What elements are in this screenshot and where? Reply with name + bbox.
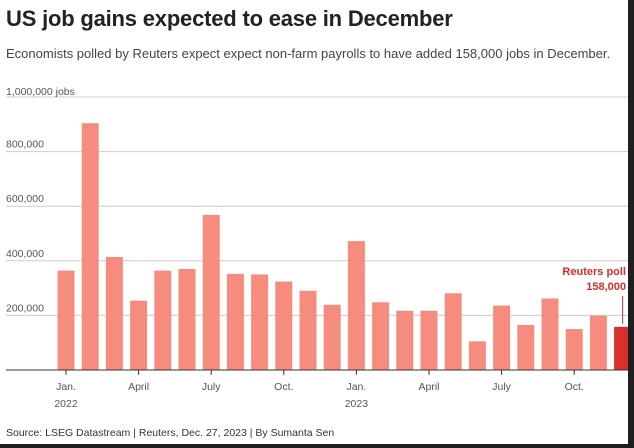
bar: [275, 281, 293, 370]
bar: [347, 241, 365, 370]
y-tick-label: 800,000: [6, 139, 44, 151]
chart-subtitle: Economists polled by Reuters expect expe…: [6, 46, 611, 61]
bar: [202, 214, 220, 370]
x-tick-label: April: [128, 381, 149, 393]
bar: [226, 273, 244, 370]
bar: [154, 270, 172, 370]
x-tick-label: Oct.: [565, 381, 584, 393]
bar: [178, 268, 196, 370]
annotation-title: Reuters poll: [562, 266, 626, 278]
bar: [565, 329, 583, 370]
y-axis-label: 1,000,000 jobs: [6, 86, 75, 98]
bar: [299, 290, 317, 370]
bar: [130, 300, 148, 370]
bar-highlight: [614, 326, 628, 370]
bar: [541, 298, 559, 370]
y-tick-label: 400,000: [6, 248, 44, 260]
bar: [81, 123, 99, 370]
x-axis-ticks: Jan. 2022 April July Oct. Jan. 2023 April July Oc…: [54, 370, 584, 410]
bar-chart: 1,000,000 jobs 200,000 400,000 600,000 800,…: [6, 86, 628, 410]
bar: [323, 304, 341, 370]
bar: [372, 302, 390, 370]
bar: [396, 310, 414, 370]
bar: [444, 293, 462, 370]
bar: [517, 324, 535, 370]
gridlines: [6, 96, 628, 316]
bar: [420, 310, 438, 370]
bar: [493, 305, 511, 370]
source-note: Source: LSEG Datastream | Reuters, Dec. …: [6, 427, 335, 439]
bar: [468, 341, 486, 370]
bar: [251, 274, 269, 370]
x-tick-label: July: [202, 381, 221, 393]
bar: [57, 270, 75, 370]
x-tick-label: April: [418, 381, 439, 393]
chart-title: US job gains expected to ease in Decembe…: [6, 6, 453, 31]
reuters-poll-annotation: Reuters poll 158,000: [562, 266, 626, 324]
annotation-value: 158,000: [586, 281, 626, 293]
x-tick-label: Jan.: [56, 381, 76, 393]
bar: [105, 256, 123, 370]
x-tick-label: Jan.: [346, 381, 366, 393]
x-tick-label: July: [492, 381, 511, 393]
y-tick-label: 200,000: [6, 302, 44, 314]
x-tick-label: Oct.: [274, 381, 293, 393]
y-tick-label: 600,000: [6, 193, 44, 205]
bars: [57, 123, 628, 370]
x-tick-year: 2023: [345, 398, 369, 410]
x-tick-year: 2022: [54, 398, 78, 410]
bar: [589, 315, 607, 370]
y-axis-ticks: 200,000 400,000 600,000 800,000: [6, 139, 44, 315]
